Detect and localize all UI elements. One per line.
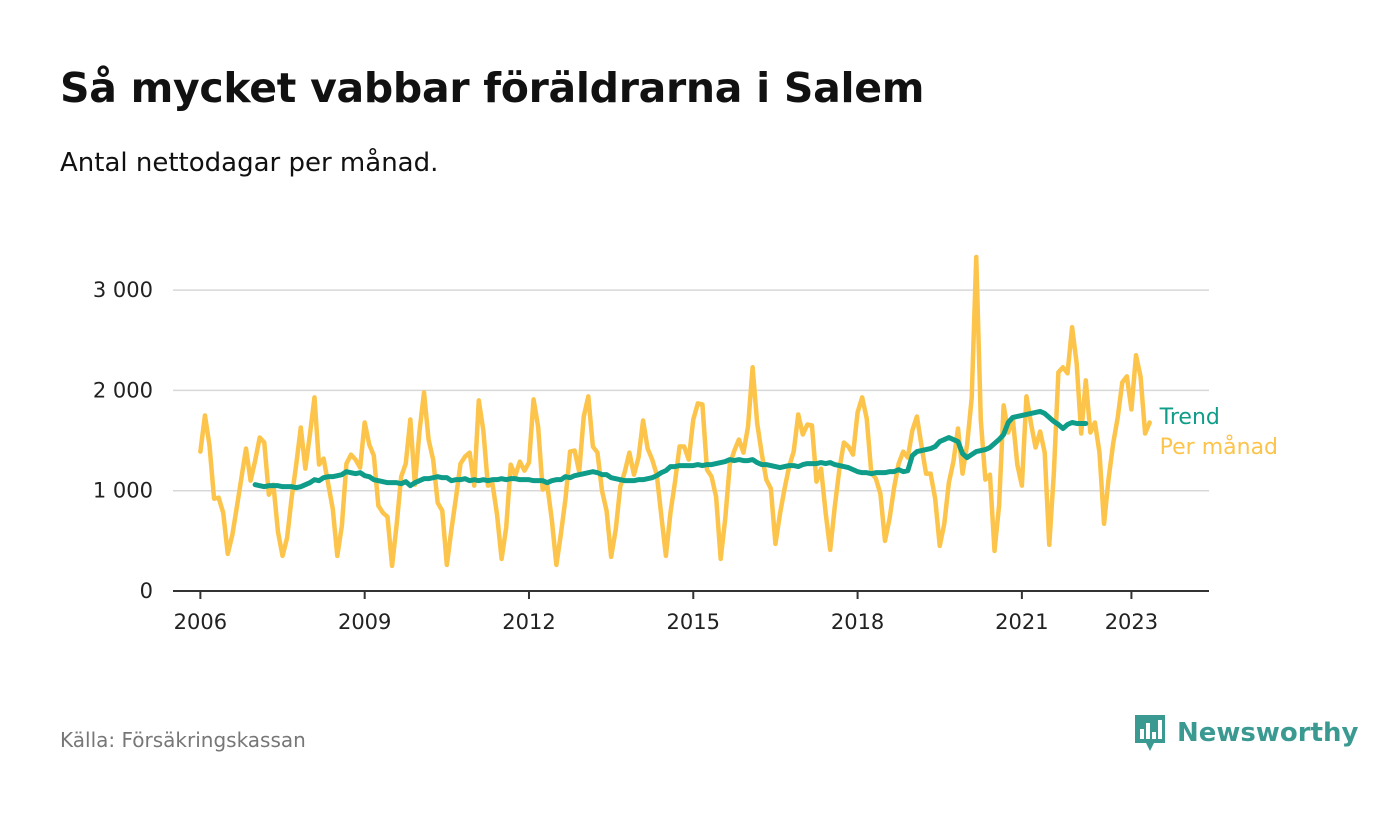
y-tick-label: 2 000: [93, 378, 153, 402]
y-tick-label: 1 000: [93, 479, 153, 503]
chart-title: Så mycket vabbar föräldrarna i Salem: [60, 64, 925, 112]
x-tick-label: 2015: [667, 610, 720, 634]
x-tick-label: 2018: [831, 610, 884, 634]
series-line-trend: [252, 408, 1089, 491]
series-labels: Trend Per månad: [1159, 405, 1278, 460]
x-tick-label: 2012: [502, 610, 555, 634]
series-lines: [198, 254, 1152, 569]
x-axis-ticks: 2006 2009 2012 2015 2018 2021 2023: [174, 591, 1158, 634]
bar-chart-pin-icon: [1135, 715, 1165, 751]
series-label: Trend: [1159, 405, 1220, 430]
y-tick-label: 0: [140, 579, 153, 603]
source-note: Källa: Försäkringskassan: [60, 728, 306, 752]
brand-name: Newsworthy: [1177, 718, 1359, 748]
series-label: Per månad: [1160, 434, 1278, 460]
chart-subtitle: Antal nettodagar per månad.: [60, 148, 439, 178]
series-line-per-manad: [198, 254, 1152, 569]
brand-logo: Newsworthy: [1133, 713, 1358, 753]
y-tick-label: 3 000: [93, 278, 153, 302]
x-tick-label: 2021: [995, 610, 1048, 634]
y-axis-ticks: 0 1 000 2 000 3 000: [93, 278, 153, 603]
x-tick-label: 2023: [1105, 610, 1158, 634]
x-tick-label: 2006: [174, 610, 227, 634]
x-tick-label: 2009: [338, 610, 391, 634]
